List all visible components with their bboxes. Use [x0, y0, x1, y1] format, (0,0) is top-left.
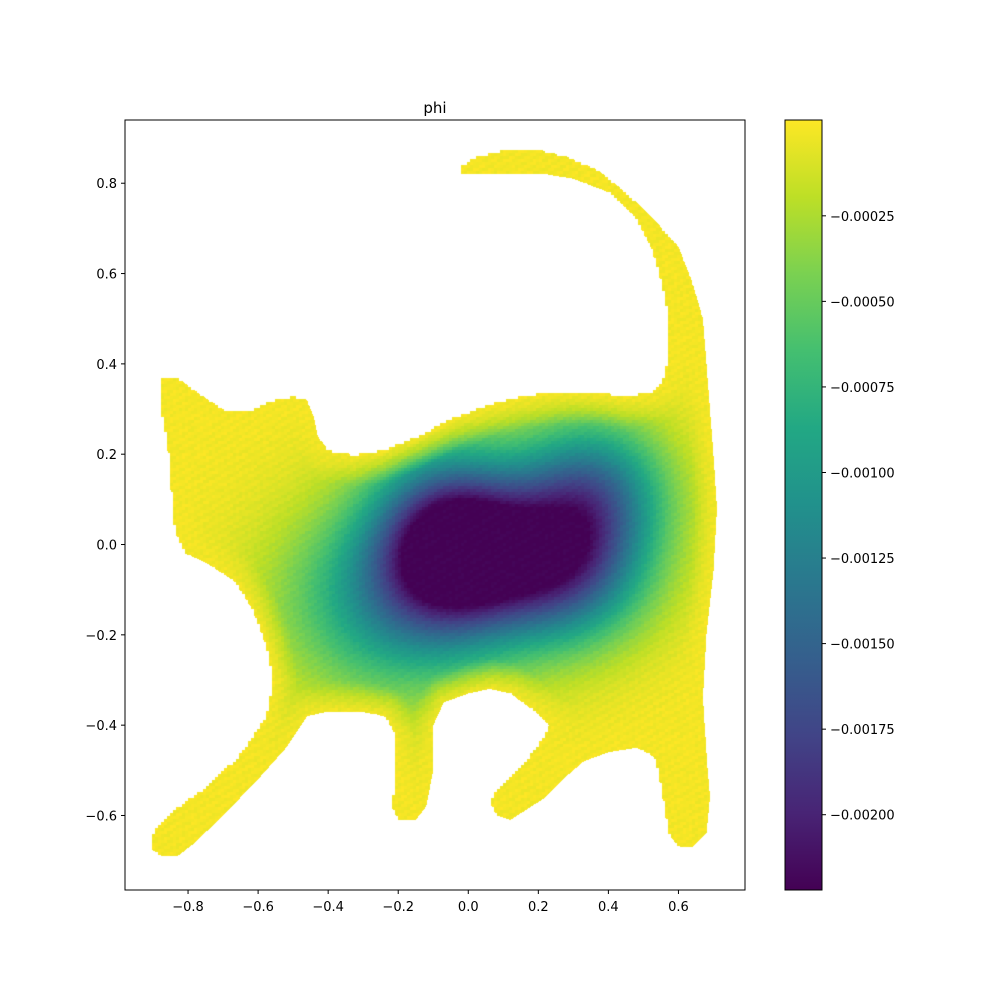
y-tick-label: 0.4: [96, 358, 117, 373]
phi-scatter-image: [125, 120, 745, 890]
colorbar-tick-label: −0.00125: [830, 552, 895, 567]
y-tick-label: −0.6: [85, 809, 117, 824]
colorbar-tick-label: −0.00050: [830, 295, 895, 310]
colorbar-tick-label: −0.00200: [830, 809, 895, 824]
x-tick-label: 0.2: [528, 900, 549, 915]
x-tick-label: 0.4: [598, 900, 619, 915]
y-tick-label: 0.2: [96, 448, 117, 463]
colorbar-tick-label: −0.00150: [830, 638, 895, 653]
y-tick-label: −0.2: [85, 629, 117, 644]
colorbar-tick-label: −0.00025: [830, 210, 895, 225]
colorbar-gradient: [785, 120, 822, 890]
colorbar-tick-label: −0.00100: [830, 466, 895, 481]
x-tick-label: 0.0: [458, 900, 479, 915]
colorbar-tick-label: −0.00075: [830, 381, 895, 396]
y-tick-label: −0.4: [85, 719, 117, 734]
x-tick-label: −0.4: [312, 900, 344, 915]
x-tick-label: −0.2: [382, 900, 414, 915]
y-tick-label: 0.6: [96, 268, 117, 283]
colorbar-tick-label: −0.00175: [830, 723, 895, 738]
x-tick-label: −0.6: [242, 900, 274, 915]
colorbar-frame: [784, 119, 823, 891]
x-tick-label: −0.8: [172, 900, 204, 915]
y-axis: −0.6 −0.4 −0.2 0.0 0.2 0.4 0.6 0.8: [85, 177, 125, 824]
x-tick-label: 0.6: [668, 900, 689, 915]
axes-frame: [124, 119, 746, 891]
chart-title: phi: [423, 99, 446, 117]
plot-area: [124, 119, 746, 891]
colorbar: −0.00025 −0.00050 −0.00075 −0.00100 −0.00125…: [784, 119, 895, 891]
colorbar-ticks: −0.00025 −0.00050 −0.00075 −0.00100 −0.00125…: [822, 210, 895, 824]
x-axis: −0.8 −0.6 −0.4 −0.2 0.0 0.2 0.4 0.6: [172, 890, 689, 915]
y-tick-label: 0.8: [96, 177, 117, 192]
y-tick-label: 0.0: [96, 539, 117, 554]
